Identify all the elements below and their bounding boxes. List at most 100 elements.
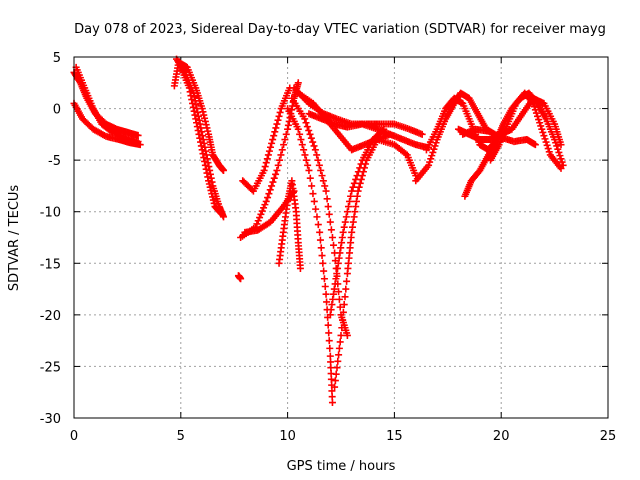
data-point bbox=[217, 209, 225, 217]
data-point bbox=[315, 161, 323, 169]
data-point bbox=[555, 148, 563, 156]
data-point bbox=[269, 178, 277, 186]
y-tick-label: -15 bbox=[40, 257, 61, 272]
data-point bbox=[271, 128, 279, 136]
data-point bbox=[348, 223, 356, 231]
data-point bbox=[282, 130, 290, 138]
data-point bbox=[331, 383, 339, 391]
series-track-12 bbox=[284, 105, 336, 407]
data-point bbox=[208, 190, 216, 198]
data-point bbox=[541, 135, 549, 143]
data-point bbox=[318, 172, 326, 180]
data-point bbox=[313, 151, 321, 159]
data-point bbox=[276, 108, 284, 116]
data-point bbox=[201, 157, 209, 165]
data-point bbox=[326, 344, 334, 352]
y-tick-label: -5 bbox=[48, 154, 61, 169]
data-point bbox=[534, 112, 542, 120]
series-track-18 bbox=[305, 110, 433, 152]
y-tick-label: -10 bbox=[40, 206, 61, 221]
data-point bbox=[427, 155, 435, 163]
data-point bbox=[300, 146, 308, 154]
data-point bbox=[352, 175, 360, 183]
data-point bbox=[324, 203, 332, 211]
data-point bbox=[321, 182, 329, 190]
data-point bbox=[321, 282, 329, 290]
data-point bbox=[297, 136, 305, 144]
data-point bbox=[330, 241, 338, 249]
data-point bbox=[340, 223, 348, 231]
data-point bbox=[187, 92, 195, 100]
x-tick-label: 10 bbox=[279, 429, 296, 444]
data-point bbox=[334, 357, 342, 365]
data-point bbox=[199, 150, 207, 158]
data-point bbox=[425, 161, 433, 169]
data-point bbox=[261, 163, 269, 171]
data-point bbox=[205, 177, 213, 185]
data-point bbox=[353, 192, 361, 200]
data-point bbox=[310, 197, 318, 205]
data-point bbox=[348, 228, 356, 236]
series-track-24 bbox=[459, 125, 539, 149]
series-track-6 bbox=[177, 63, 225, 218]
data-point bbox=[296, 264, 304, 272]
data-point bbox=[535, 116, 543, 124]
data-point bbox=[202, 165, 210, 173]
data-point bbox=[352, 203, 360, 211]
data-point bbox=[203, 124, 211, 132]
chart-title: Day 078 of 2023, Sidereal Day-to-day VTE… bbox=[74, 22, 606, 37]
data-point bbox=[305, 126, 313, 134]
data-point bbox=[336, 303, 344, 311]
data-point bbox=[305, 166, 313, 174]
data-point bbox=[332, 370, 340, 378]
data-point bbox=[318, 252, 326, 260]
data-point bbox=[320, 267, 328, 275]
data-point bbox=[341, 293, 349, 301]
data-point bbox=[317, 244, 325, 252]
series-track-22 bbox=[487, 89, 565, 172]
data-point bbox=[206, 183, 214, 191]
data-point bbox=[354, 187, 362, 195]
data-point bbox=[265, 190, 273, 198]
data-point bbox=[531, 141, 539, 149]
data-point bbox=[204, 173, 212, 181]
data-point bbox=[350, 213, 358, 221]
data-point bbox=[319, 177, 327, 185]
data-point bbox=[335, 351, 343, 359]
series-track-10 bbox=[239, 84, 294, 195]
data-point bbox=[274, 161, 282, 169]
x-tick-label: 5 bbox=[177, 429, 185, 444]
data-point bbox=[296, 130, 304, 138]
data-point bbox=[294, 79, 302, 87]
data-point bbox=[354, 168, 362, 176]
data-point bbox=[348, 187, 356, 195]
data-point bbox=[189, 103, 197, 111]
x-tick-label: 20 bbox=[493, 429, 510, 444]
data-point bbox=[336, 338, 344, 346]
series-track-23 bbox=[454, 94, 565, 149]
data-point bbox=[309, 190, 317, 198]
data-point bbox=[237, 275, 245, 283]
data-point bbox=[343, 331, 351, 339]
data-point bbox=[347, 192, 355, 200]
data-point bbox=[325, 210, 333, 218]
data-point bbox=[356, 164, 364, 172]
data-point bbox=[540, 132, 548, 140]
data-point bbox=[330, 290, 338, 298]
data-point bbox=[539, 128, 547, 136]
data-point bbox=[197, 138, 205, 146]
data-point bbox=[355, 183, 363, 191]
data-point bbox=[273, 120, 281, 128]
data-point bbox=[301, 151, 309, 159]
data-point bbox=[270, 174, 278, 182]
data-point bbox=[339, 308, 347, 316]
data-point bbox=[319, 259, 327, 267]
data-point bbox=[543, 141, 551, 149]
data-point bbox=[532, 109, 540, 117]
data-point bbox=[331, 377, 339, 385]
data-point bbox=[278, 146, 286, 154]
data-point bbox=[426, 158, 434, 166]
data-point bbox=[256, 214, 264, 222]
x-tick-label: 15 bbox=[386, 429, 403, 444]
data-point bbox=[284, 125, 292, 133]
